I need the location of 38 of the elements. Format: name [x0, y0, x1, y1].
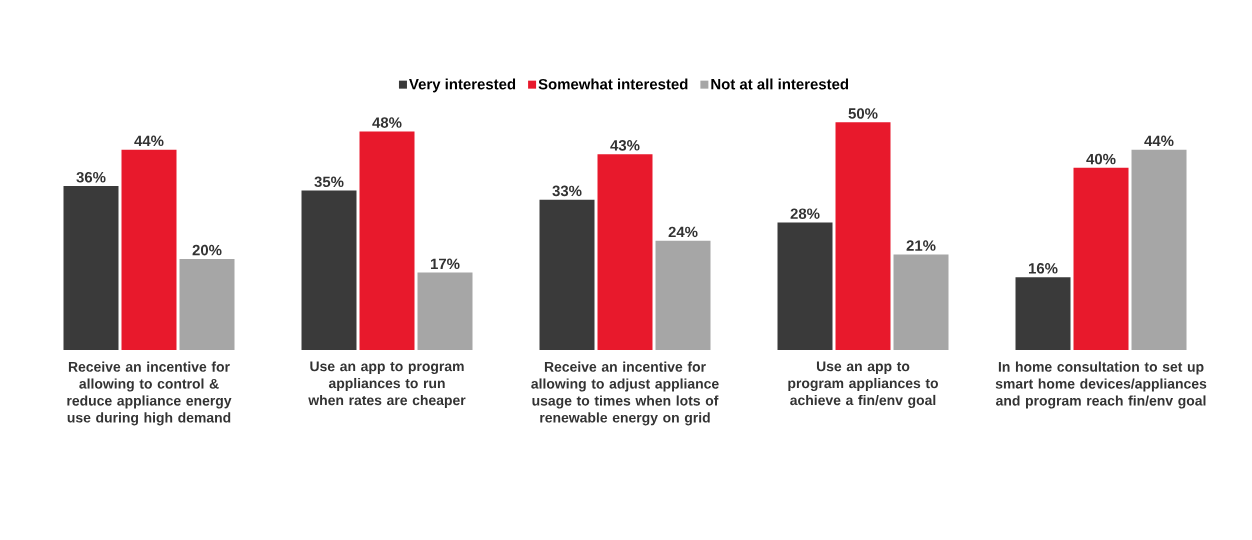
legend-label: Somewhat interested	[538, 78, 688, 90]
data-label: 24%	[668, 226, 698, 238]
data-label: 33%	[552, 185, 582, 197]
bar	[359, 131, 415, 350]
bar	[179, 258, 235, 350]
bar	[835, 122, 891, 350]
data-label: 40%	[1086, 153, 1116, 165]
data-label: 21%	[906, 240, 936, 251]
data-label: 20%	[192, 244, 222, 256]
bar	[301, 190, 357, 350]
bar	[1015, 277, 1071, 350]
data-label: 44%	[1144, 135, 1174, 147]
x-tick-label: In home consultation to set up smart home devices/appliances and program reach fin/env goal	[995, 361, 1207, 409]
bar	[777, 222, 833, 350]
legend-label: Not at all interested	[711, 78, 849, 90]
data-label: 17%	[430, 258, 460, 270]
bar	[417, 272, 473, 350]
bar	[655, 240, 711, 350]
data-label: 16%	[1028, 263, 1058, 274]
x-tick-label: Receive an incentive for allowing to control & reduce appliance energy use during high demand	[67, 361, 232, 426]
bar	[121, 149, 177, 350]
x-tick-label: Receive an incentive for allowing to adjust appliance usage to times when lots of renewable energy on grid	[531, 361, 719, 426]
bar	[539, 199, 595, 350]
data-label: 44%	[134, 135, 164, 147]
legend-label: Very interested	[409, 78, 516, 93]
bar	[893, 254, 949, 350]
data-label: 50%	[848, 108, 878, 119]
bar	[597, 154, 653, 350]
data-label: 36%	[76, 171, 106, 183]
data-label: 48%	[372, 117, 402, 128]
bar	[1131, 149, 1187, 350]
data-label: 35%	[314, 176, 344, 188]
bar	[63, 186, 119, 350]
x-tick-label: Use an app to program appliances to achieve a fin/env goal	[788, 361, 939, 408]
bar	[1073, 167, 1129, 350]
data-label: 28%	[790, 208, 820, 219]
x-tick-label: Use an app to program appliances to run when rates are cheaper	[308, 361, 466, 408]
data-label: 43%	[610, 140, 640, 151]
